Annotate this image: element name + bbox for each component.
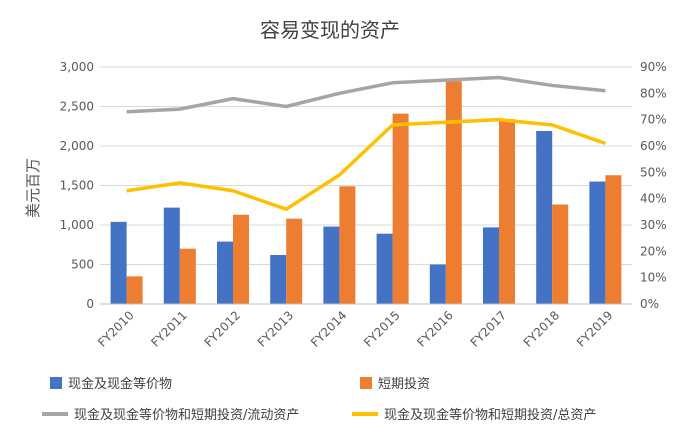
bar-short-term-investment [445,81,462,304]
legend-label: 现金及现金等价物 [68,376,172,392]
y-tick-label: 3,000 [60,60,94,74]
bars [110,81,622,304]
y2-tick-label: 50% [640,165,667,179]
x-tick-label: FY2017 [468,308,510,350]
bar-cash [429,264,446,304]
bar-short-term-investment [233,214,249,304]
y2-tick-label: 60% [640,139,667,153]
x-tick-label: FY2015 [361,308,403,350]
bar-cash [483,227,499,304]
bar-cash [270,255,287,304]
bar-cash [376,233,393,304]
x-tick-label: FY2014 [308,308,350,350]
y-tick-label: 2,500 [60,100,94,114]
legend-label: 短期投资 [378,376,430,392]
bar-short-term-investment [552,204,569,304]
x-tick-label: FY2010 [95,308,137,350]
bar-short-term-investment [605,175,622,304]
bar-cash [110,221,127,304]
line-ratio-total-assets [126,117,606,211]
x-tick-label: FY2011 [148,308,190,350]
y-axis-label: 美元百万 [24,158,42,218]
bar-short-term-investment [392,113,409,304]
y-tick-label: 0 [86,297,94,311]
legend-label: 现金及现金等价物和短期投资/总资产 [384,407,596,423]
bar-short-term-investment [286,218,303,304]
bar-short-term-investment [179,248,196,304]
y2-tick-label: 10% [640,271,667,285]
legend-swatch [360,377,372,389]
bar-cash [536,130,553,304]
y2-tick-label: 0% [640,297,659,311]
bar-short-term-investment [126,276,143,304]
y2-tick-label: 20% [640,244,667,258]
lines [126,75,606,211]
y-tick-label: 2,000 [60,139,94,153]
y2-tick-label: 70% [640,113,667,127]
axes: 0 500 1,000 1,500 2,000 2,500 3,000 0% 10% 20% 30%… [60,60,667,350]
x-tick-label: FY2012 [202,308,244,350]
bar-short-term-investment [499,119,515,304]
x-tick-label: FY2013 [255,308,297,350]
bar-cash [589,181,606,304]
y2-tick-label: 80% [640,86,667,100]
y-tick-label: 1,000 [60,218,94,232]
chart-title: 容易变现的资产 [260,18,400,42]
legend-swatch [50,377,62,389]
bar-cash [163,207,180,304]
legend-label: 现金及现金等价物和短期投资/流动资产 [74,407,299,423]
y2-tick-label: 90% [640,60,667,74]
x-tick-label: FY2019 [574,308,616,350]
y2-tick-label: 40% [640,192,667,206]
bar-cash [217,241,233,304]
x-tick-label: FY2018 [521,308,563,350]
x-tick-label: FY2016 [414,308,456,350]
line-ratio-current-assets [126,75,606,114]
y-tick-label: 1,500 [60,179,94,193]
y-tick-label: 500 [71,258,94,272]
bar-cash [323,226,340,304]
bar-short-term-investment [339,186,356,304]
y2-tick-label: 30% [640,218,667,232]
